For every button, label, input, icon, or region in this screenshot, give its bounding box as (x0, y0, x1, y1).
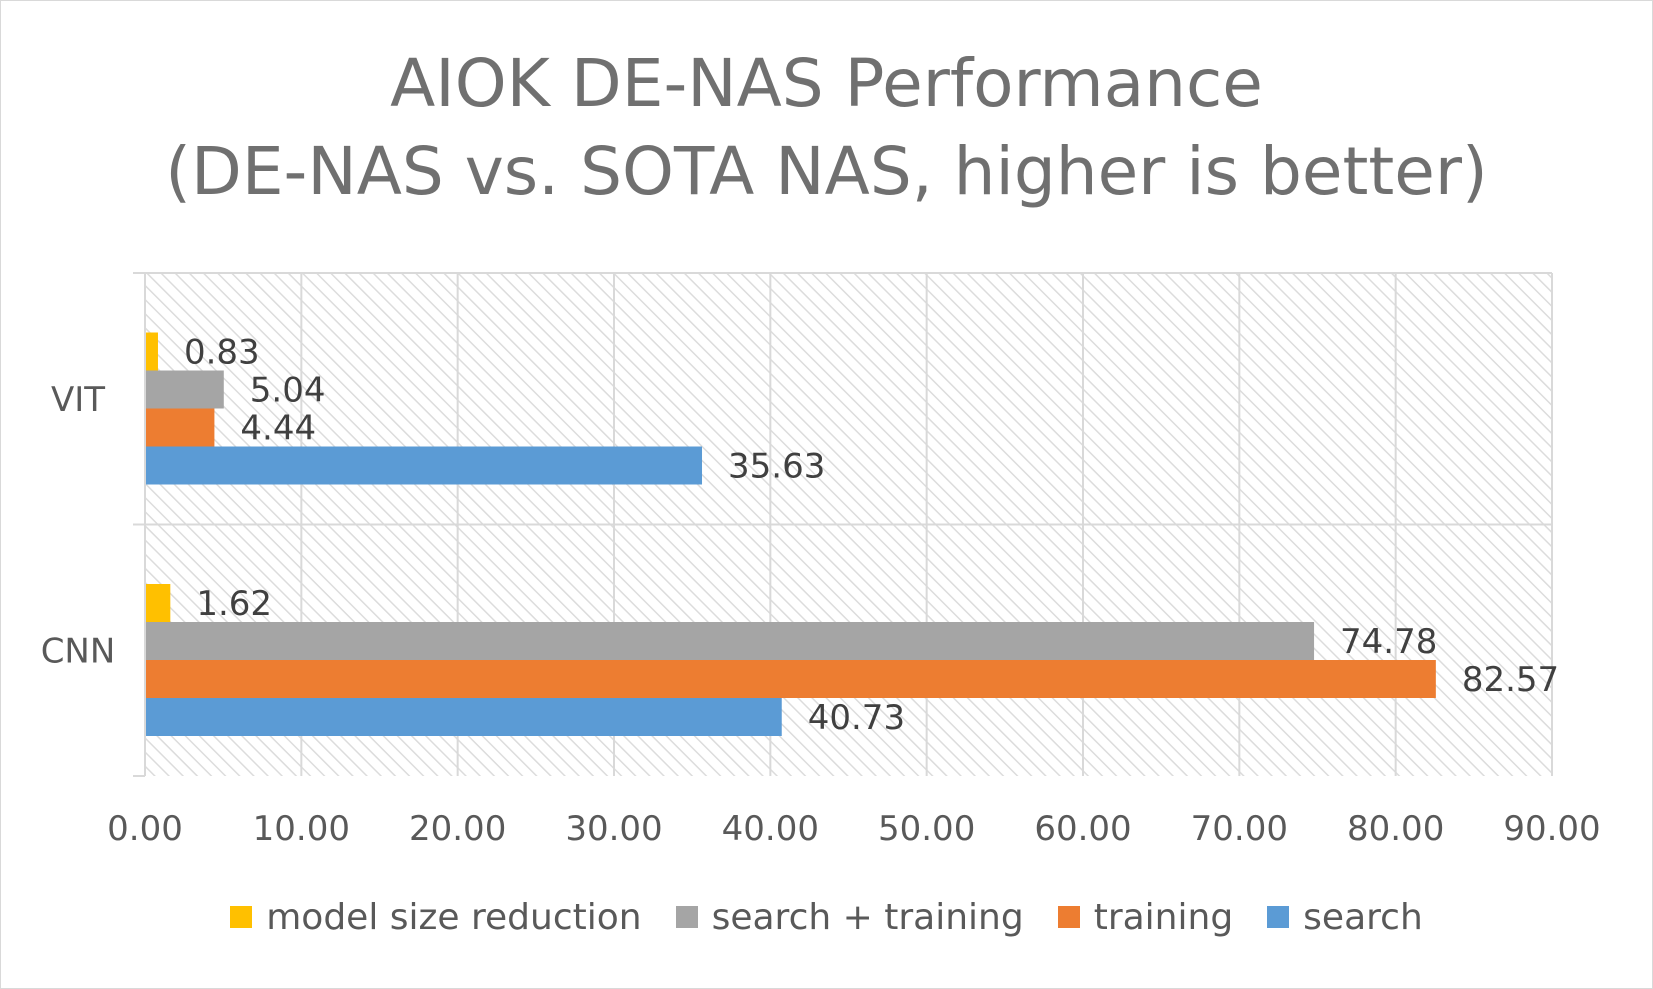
x-tick-label: 30.00 (565, 809, 662, 849)
data-label-cnn-search-training: 74.78 (1340, 622, 1437, 662)
x-tick-label: 20.00 (409, 809, 506, 849)
chart-title-line-1: AIOK DE-NAS Performance (390, 45, 1263, 122)
legend-swatch-training (1057, 906, 1080, 928)
x-tick-label: 60.00 (1034, 809, 1131, 849)
legend-item-search: search (1267, 897, 1423, 938)
legend-label-search-training: search + training (711, 896, 1024, 938)
legend-item-search-training: search + training (675, 896, 1024, 938)
data-label-cnn-search: 40.73 (808, 698, 905, 738)
data-label-cnn-model-size-reduction: 1.62 (196, 584, 272, 624)
x-tick-label: 80.00 (1347, 809, 1444, 849)
bar-vit-search-training (145, 370, 224, 409)
bar-cnn-training (145, 660, 1436, 698)
data-label-vit-search-training: 5.04 (250, 371, 326, 411)
x-tick-label: 40.00 (722, 809, 819, 849)
chart-title: AIOK DE-NAS Performance (DE-NAS vs. SOTA… (0, 40, 1653, 216)
legend-swatch-search-training (675, 906, 698, 928)
bar-vit-model-size-reduction (145, 332, 158, 371)
bar-cnn-search-training (145, 622, 1315, 660)
data-label-cnn-training: 82.57 (1462, 660, 1559, 700)
legend-label-model-size-reduction: model size reduction (266, 896, 642, 938)
data-label-vit-model-size-reduction: 0.83 (184, 333, 260, 373)
data-label-vit-search: 35.63 (728, 447, 825, 487)
legend-swatch-model-size-reduction (230, 906, 253, 928)
category-label-cnn: CNN (41, 631, 116, 671)
x-tick-label: 10.00 (253, 809, 350, 849)
bar-vit-search (145, 446, 703, 485)
legend-item-training: training (1057, 896, 1234, 938)
x-tick-label: 90.00 (1503, 809, 1600, 849)
x-tick-label: 70.00 (1191, 809, 1288, 849)
legend-label-training: training (1093, 896, 1234, 938)
chart-title-line-2: (DE-NAS vs. SOTA NAS, higher is better) (165, 133, 1488, 210)
bar-cnn-search (145, 698, 782, 736)
bar-cnn-model-size-reduction (145, 584, 171, 622)
x-tick-label: 0.00 (107, 809, 183, 849)
legend-item-model-size-reduction: model size reduction (230, 896, 642, 938)
x-tick-label: 50.00 (878, 809, 975, 849)
bar-vit-training (145, 408, 215, 447)
category-label-vit: VIT (51, 380, 105, 420)
data-label-vit-training: 4.44 (240, 409, 316, 449)
legend-swatch-search (1267, 906, 1290, 928)
legend-label-search: search (1303, 896, 1423, 938)
chart-legend: model size reduction search + training tra… (0, 892, 1653, 942)
